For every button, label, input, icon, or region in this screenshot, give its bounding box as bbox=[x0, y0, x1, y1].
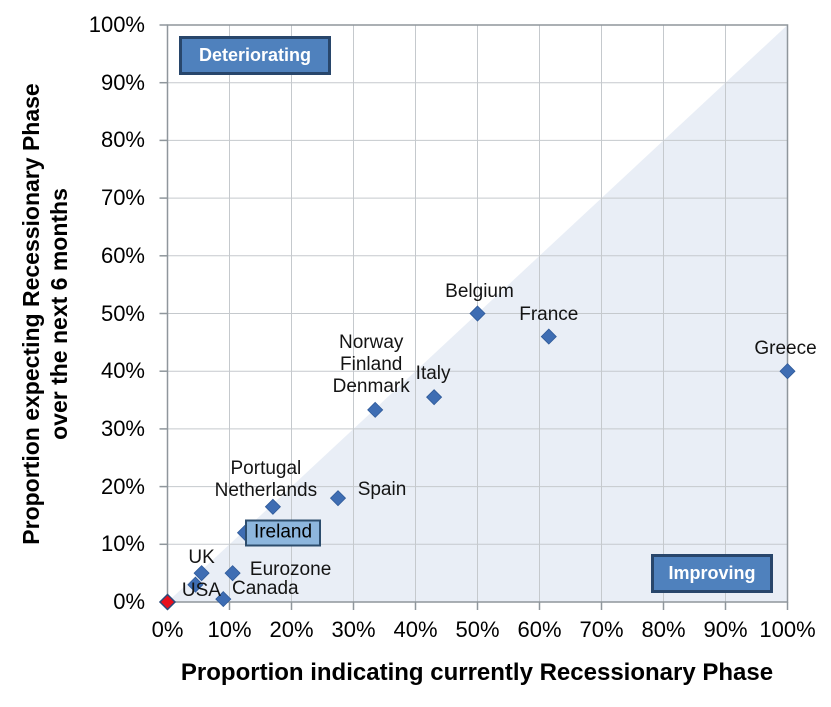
point-label-denmark: Denmark bbox=[332, 375, 410, 397]
improving-annotation-label: Improving bbox=[668, 563, 756, 583]
y-tick-label: 100% bbox=[88, 12, 145, 37]
data-point-marker-origin bbox=[158, 593, 177, 611]
y-tick-label: 90% bbox=[100, 69, 145, 95]
y-tick-label: 20% bbox=[100, 473, 145, 499]
point-label-ireland: Ireland bbox=[253, 521, 313, 543]
data-point-marker-uk bbox=[193, 565, 210, 582]
y-tick-label: 60% bbox=[100, 242, 145, 268]
x-tick-label: 10% bbox=[207, 617, 252, 642]
data-point-marker-usa bbox=[187, 576, 204, 593]
data-point-marker-canada bbox=[215, 591, 232, 608]
data-point-marker-italy bbox=[426, 389, 443, 406]
x-tick-label: 40% bbox=[393, 617, 438, 642]
point-label-norway: Norway bbox=[338, 331, 404, 353]
point-label-italy: Italy bbox=[415, 363, 451, 385]
y-axis-title-line2: over the next 6 months bbox=[46, 188, 72, 440]
point-label-finland: Finland bbox=[340, 353, 403, 375]
x-tick-label: 70% bbox=[579, 617, 624, 642]
x-tick-label: 60% bbox=[517, 617, 562, 642]
point-label-portugal: Portugal bbox=[230, 457, 302, 479]
x-axis-title: Proportion indicating currently Recessio… bbox=[180, 659, 774, 686]
point-label-usa: USA bbox=[181, 579, 221, 601]
point-label-uk: UK bbox=[188, 547, 215, 569]
x-tick-label: 0% bbox=[151, 617, 184, 642]
deteriorating-annotation-box: Deteriorating bbox=[179, 36, 331, 75]
y-tick-label: 70% bbox=[100, 185, 145, 211]
x-tick-label: 50% bbox=[455, 617, 500, 642]
data-point-marker-norway-finland-denmark bbox=[367, 401, 384, 418]
data-point-marker-spain bbox=[329, 490, 347, 507]
y-tick-label: 30% bbox=[100, 415, 145, 441]
y-tick-label: 0% bbox=[113, 589, 145, 614]
x-tick-label: 80% bbox=[641, 617, 686, 642]
point-label-canada: Canada bbox=[232, 578, 299, 600]
y-tick-label: 80% bbox=[100, 127, 145, 153]
x-tick-label: 20% bbox=[269, 617, 314, 642]
data-point-marker-portugal-netherlands bbox=[264, 498, 281, 515]
x-tick-label: 30% bbox=[331, 617, 376, 642]
y-tick-label: 40% bbox=[100, 358, 145, 384]
x-tick-label: 100% bbox=[759, 617, 816, 642]
data-point-marker-greece bbox=[779, 363, 796, 380]
deteriorating-annotation-label: Deteriorating bbox=[198, 45, 312, 65]
point-label-greece: Greece bbox=[754, 338, 817, 360]
y-axis-title: Proportion expecting Recessionary Phase … bbox=[17, 14, 73, 614]
y-axis-title-line1: Proportion expecting Recessionary Phase bbox=[18, 83, 44, 545]
data-point-marker-france bbox=[540, 328, 557, 345]
point-label-netherlands: Netherlands bbox=[214, 479, 318, 501]
highlighted-label-box-ireland: Ireland bbox=[245, 519, 321, 547]
y-tick-label: 10% bbox=[100, 531, 145, 557]
point-label-eurozone: Eurozone bbox=[249, 559, 332, 581]
point-label-belgium: Belgium bbox=[445, 280, 514, 302]
data-point-marker-belgium bbox=[469, 305, 486, 322]
point-label-spain: Spain bbox=[357, 479, 407, 501]
point-label-france: France bbox=[519, 303, 579, 325]
y-tick-label: 50% bbox=[100, 300, 145, 326]
data-point-marker-eurozone bbox=[224, 565, 241, 582]
x-tick-label: 90% bbox=[703, 617, 748, 642]
improving-annotation-box: Improving bbox=[651, 554, 773, 593]
